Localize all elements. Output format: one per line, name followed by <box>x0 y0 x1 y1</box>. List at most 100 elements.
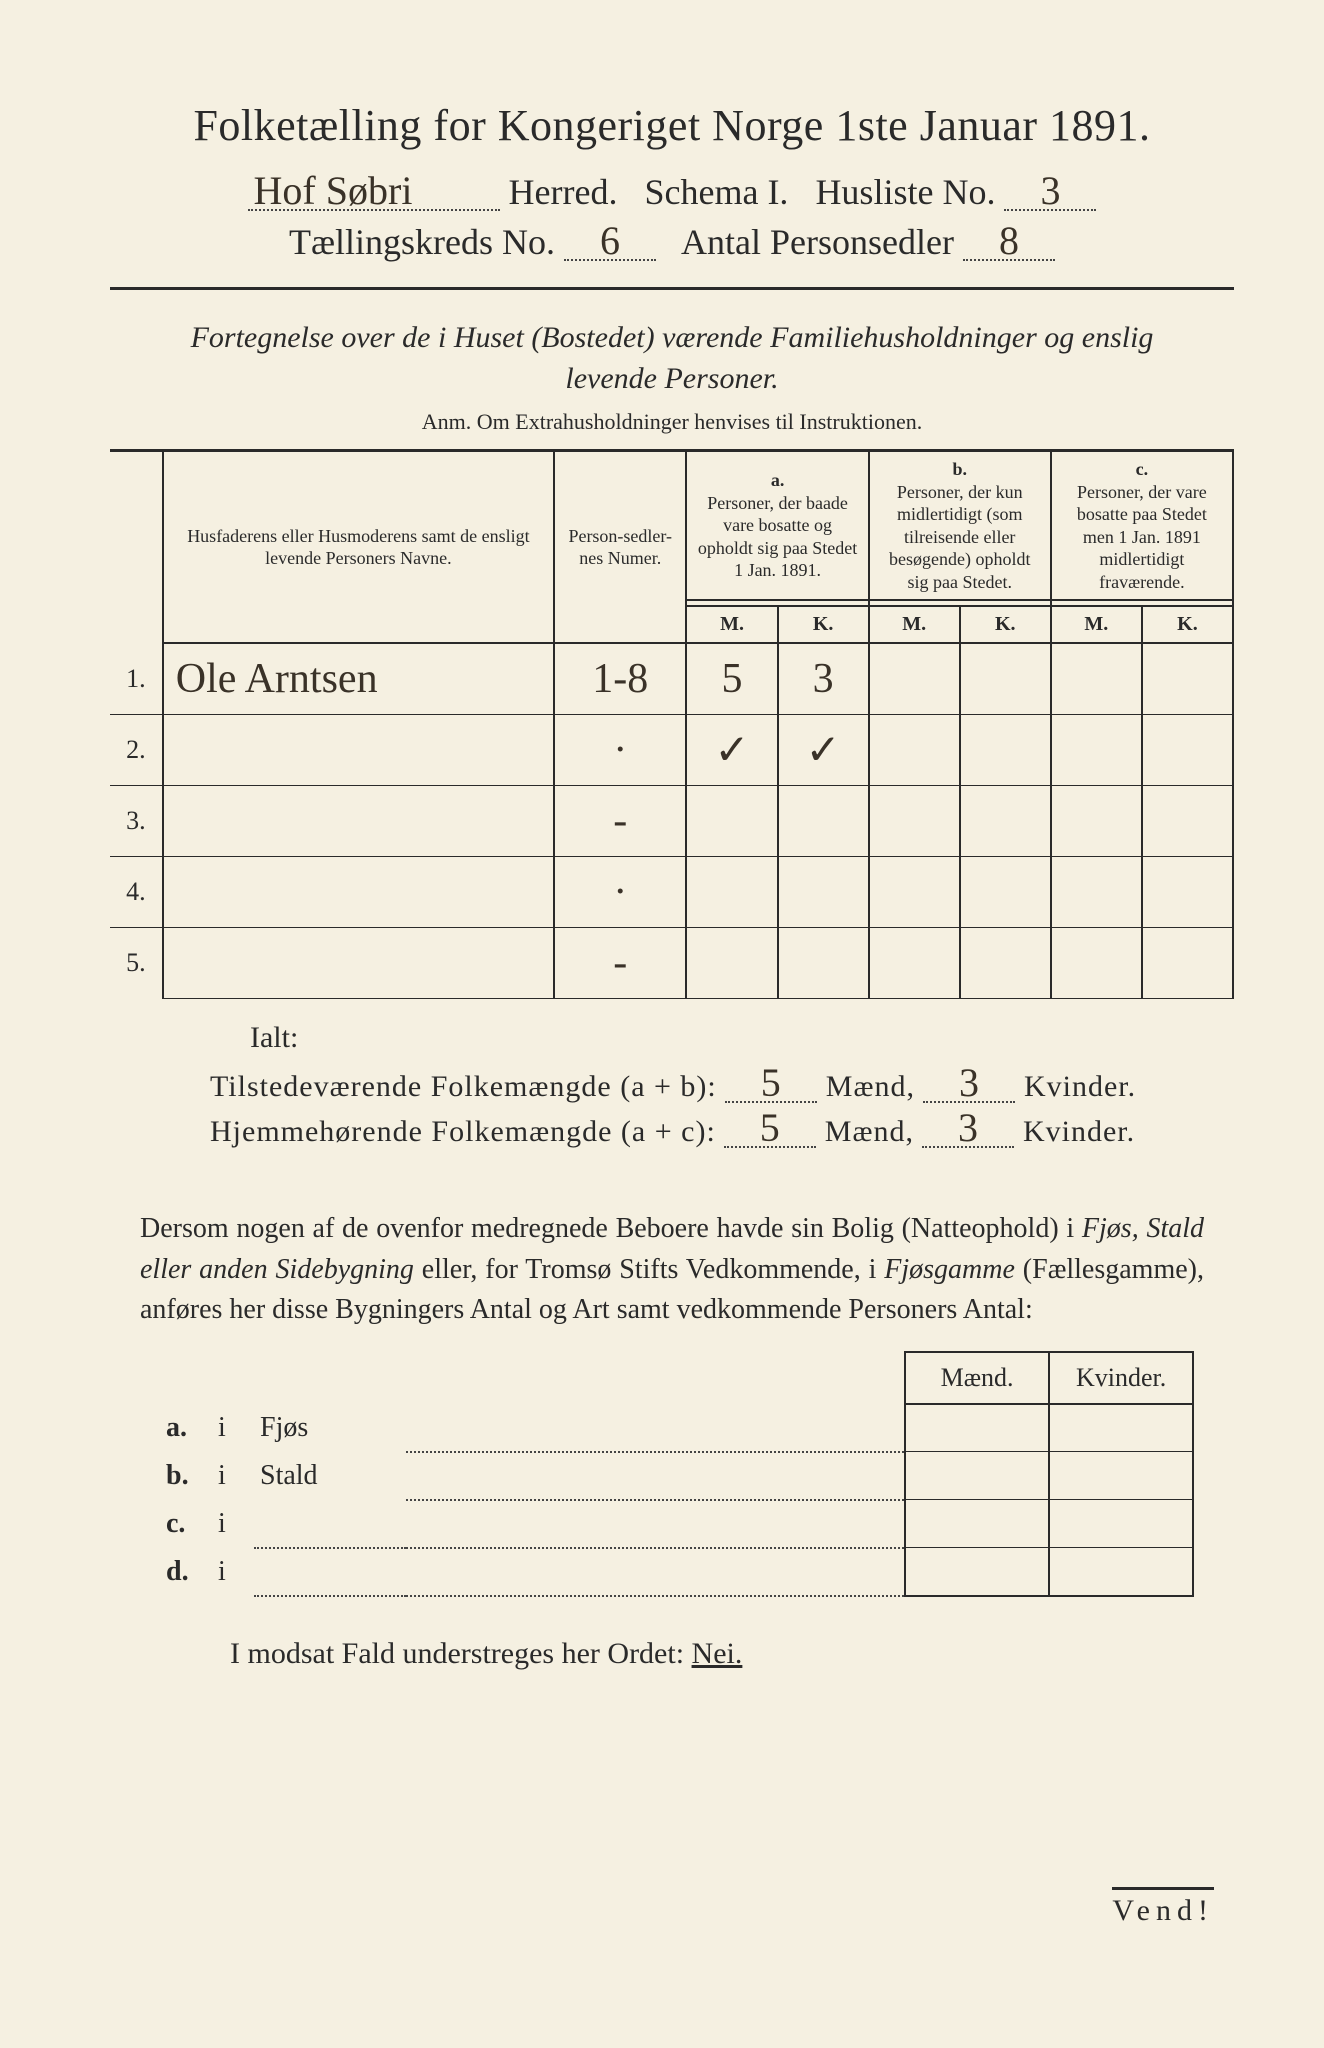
bldg-maend-cell[interactable] <box>905 1500 1049 1548</box>
a-k-cell[interactable] <box>778 928 869 999</box>
c-k-cell[interactable] <box>1142 857 1233 928</box>
b-m-cell[interactable] <box>869 857 960 928</box>
bldg-i: i <box>212 1404 254 1452</box>
b-k-cell[interactable] <box>960 786 1051 857</box>
b-m-cell[interactable] <box>869 928 960 999</box>
c-k-cell[interactable] <box>1142 928 1233 999</box>
building-paragraph: Dersom nogen af de ovenfor medregnede Be… <box>140 1209 1204 1331</box>
bldg-i: i <box>212 1548 254 1596</box>
building-table: Mænd. Kvinder. a. i Fjøs b. i Stald c. i <box>160 1351 1194 1597</box>
table-row: 1. Ole Arntsen 1-8 5 3 <box>110 643 1233 715</box>
subtitle: Fortegnelse over de i Huset (Bostedet) v… <box>150 318 1194 399</box>
c-m-cell[interactable] <box>1051 928 1142 999</box>
c-m-cell[interactable] <box>1051 643 1142 715</box>
a-m-cell[interactable]: ✓ <box>686 715 777 786</box>
resident-maend-field[interactable]: 5 <box>724 1110 816 1148</box>
herred-label: Herred. <box>509 172 618 212</box>
present-kvinder-field[interactable]: 3 <box>923 1065 1015 1103</box>
bldg-kvinder-cell[interactable] <box>1049 1452 1193 1500</box>
sedler-cell[interactable]: - <box>554 786 686 857</box>
herred-field[interactable]: Hof Søbri <box>248 173 500 211</box>
annotation-note: Anm. Om Extrahusholdninger henvises til … <box>110 409 1234 435</box>
bldg-maend-cell[interactable] <box>905 1404 1049 1452</box>
a-m-cell[interactable] <box>686 857 777 928</box>
sedler-cell[interactable]: 1-8 <box>554 643 686 715</box>
col-names-header: Husfaderens eller Husmoderens samt de en… <box>163 451 554 644</box>
name-cell[interactable] <box>163 715 554 786</box>
table-row: 3. - <box>110 786 1233 857</box>
bldg-maend-cell[interactable] <box>905 1452 1049 1500</box>
col-a-text: Personer, der baade vare bosatte og opho… <box>698 493 857 581</box>
schema-label: Schema I. <box>644 172 788 212</box>
husliste-no-field[interactable]: 3 <box>1004 173 1096 211</box>
a-m-cell[interactable]: 5 <box>686 643 777 715</box>
bldg-row: c. i <box>160 1500 1193 1548</box>
present-maend-field[interactable]: 5 <box>725 1065 817 1103</box>
personsedler-no-field[interactable]: 8 <box>963 223 1055 261</box>
b-k-cell[interactable] <box>960 643 1051 715</box>
name-cell[interactable]: Ole Arntsen <box>163 643 554 715</box>
header-line-2: Tællingskreds No. 6 Antal Personsedler 8 <box>110 221 1234 263</box>
b-k-cell[interactable] <box>960 715 1051 786</box>
bldg-row-label: b. <box>160 1452 212 1500</box>
c-k-cell[interactable] <box>1142 786 1233 857</box>
name-cell[interactable] <box>163 857 554 928</box>
bldg-maend-cell[interactable] <box>905 1548 1049 1596</box>
maend-label: Mænd, <box>826 1070 915 1103</box>
bldg-maend-header: Mænd. <box>905 1352 1049 1404</box>
kvinder-label: Kvinder. <box>1024 1070 1136 1103</box>
table-row: 4. · <box>110 857 1233 928</box>
c-m-cell[interactable] <box>1051 786 1142 857</box>
bldg-fill[interactable] <box>406 1404 905 1452</box>
bldg-fill[interactable] <box>406 1452 905 1500</box>
c-m-cell[interactable] <box>1051 715 1142 786</box>
bldg-i: i <box>212 1500 254 1548</box>
resident-kvinder-field[interactable]: 3 <box>922 1110 1014 1148</box>
bldg-row-label: d. <box>160 1548 212 1596</box>
col-c-top: c. <box>1136 459 1149 479</box>
col-c-k: K. <box>1142 606 1233 643</box>
col-c-m: M. <box>1051 606 1142 643</box>
sedler-cell[interactable]: · <box>554 857 686 928</box>
bldg-i: i <box>212 1452 254 1500</box>
bldg-kvinder-cell[interactable] <box>1049 1548 1193 1596</box>
a-m-cell[interactable] <box>686 928 777 999</box>
b-k-cell[interactable] <box>960 928 1051 999</box>
row-num: 2. <box>110 715 163 786</box>
bldg-kvinder-cell[interactable] <box>1049 1404 1193 1452</box>
header-line-1: Hof Søbri Herred. Schema I. Husliste No.… <box>110 171 1234 213</box>
b-m-cell[interactable] <box>869 786 960 857</box>
a-k-cell[interactable] <box>778 857 869 928</box>
total-resident-line: Hjemmehørende Folkemængde (a + c): 5 Mæn… <box>210 1110 1234 1149</box>
col-b-text: Personer, der kun midlertidigt (som tilr… <box>889 482 1030 592</box>
col-sedler-header: Person-sedler-nes Numer. <box>554 451 686 644</box>
sedler-cell[interactable]: - <box>554 928 686 999</box>
col-a-m: M. <box>686 606 777 643</box>
c-k-cell[interactable] <box>1142 715 1233 786</box>
bldg-fill[interactable] <box>254 1500 905 1548</box>
a-k-cell[interactable]: ✓ <box>778 715 869 786</box>
a-m-cell[interactable] <box>686 786 777 857</box>
col-b-m: M. <box>869 606 960 643</box>
a-k-cell[interactable] <box>778 786 869 857</box>
bldg-type: Stald <box>254 1452 406 1500</box>
resident-label: Hjemmehørende Folkemængde (a + c): <box>210 1115 716 1148</box>
sedler-cell[interactable]: · <box>554 715 686 786</box>
c-k-cell[interactable] <box>1142 643 1233 715</box>
a-k-cell[interactable]: 3 <box>778 643 869 715</box>
name-cell[interactable] <box>163 786 554 857</box>
maend-label: Mænd, <box>825 1115 914 1148</box>
bldg-row: b. i Stald <box>160 1452 1193 1500</box>
present-label: Tilstedeværende Folkemængde (a + b): <box>210 1070 717 1103</box>
name-cell[interactable] <box>163 928 554 999</box>
b-k-cell[interactable] <box>960 857 1051 928</box>
divider <box>110 287 1234 290</box>
kreds-no-field[interactable]: 6 <box>564 223 656 261</box>
bldg-fill[interactable] <box>254 1548 905 1596</box>
b-m-cell[interactable] <box>869 643 960 715</box>
b-m-cell[interactable] <box>869 715 960 786</box>
c-m-cell[interactable] <box>1051 857 1142 928</box>
bldg-kvinder-cell[interactable] <box>1049 1500 1193 1548</box>
kvinder-label: Kvinder. <box>1023 1115 1135 1148</box>
row-num: 1. <box>110 643 163 715</box>
